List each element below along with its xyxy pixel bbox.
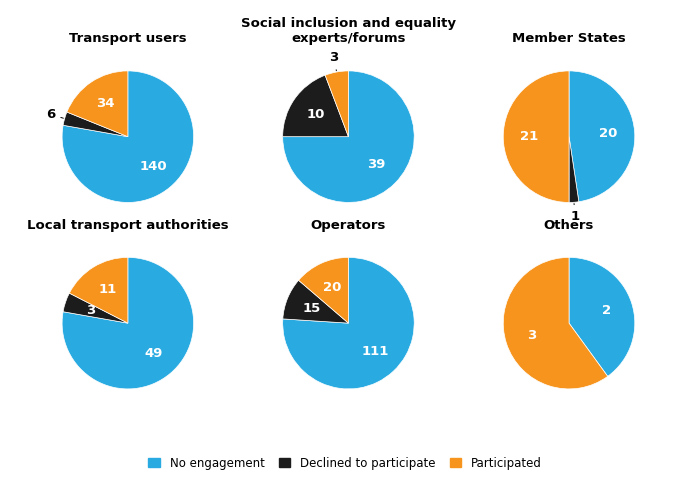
Wedge shape <box>283 280 348 323</box>
Text: 39: 39 <box>367 158 386 171</box>
Text: 3: 3 <box>329 51 339 71</box>
Title: Local transport authorities: Local transport authorities <box>27 219 228 232</box>
Text: 15: 15 <box>303 302 321 315</box>
Text: 20: 20 <box>599 127 618 140</box>
Text: 34: 34 <box>97 97 115 111</box>
Text: 111: 111 <box>362 345 389 358</box>
Wedge shape <box>503 71 569 203</box>
Wedge shape <box>69 257 128 323</box>
Wedge shape <box>62 71 194 203</box>
Text: 21: 21 <box>520 130 539 143</box>
Wedge shape <box>62 257 194 389</box>
Text: 3: 3 <box>86 304 95 317</box>
Text: 11: 11 <box>98 283 117 296</box>
Wedge shape <box>299 257 348 323</box>
Wedge shape <box>63 112 128 137</box>
Title: Member States: Member States <box>512 33 626 46</box>
Title: Transport users: Transport users <box>69 33 187 46</box>
Text: 2: 2 <box>602 305 611 318</box>
Wedge shape <box>569 71 635 202</box>
Text: 3: 3 <box>527 329 536 342</box>
Wedge shape <box>67 71 128 137</box>
Wedge shape <box>283 71 414 203</box>
Wedge shape <box>569 137 579 203</box>
Wedge shape <box>503 257 608 389</box>
Text: 10: 10 <box>307 108 325 121</box>
Legend: No engagement, Declined to participate, Participated: No engagement, Declined to participate, … <box>145 453 545 473</box>
Text: 49: 49 <box>144 347 162 360</box>
Wedge shape <box>63 293 128 323</box>
Text: 140: 140 <box>139 160 167 173</box>
Text: 20: 20 <box>323 281 341 294</box>
Wedge shape <box>283 257 414 389</box>
Wedge shape <box>325 71 348 137</box>
Title: Others: Others <box>544 219 594 232</box>
Title: Social inclusion and equality
experts/forums: Social inclusion and equality experts/fo… <box>241 17 456 46</box>
Title: Operators: Operators <box>310 219 386 232</box>
Wedge shape <box>283 75 348 137</box>
Text: 1: 1 <box>571 204 580 223</box>
Wedge shape <box>569 257 635 376</box>
Text: 6: 6 <box>46 108 63 121</box>
